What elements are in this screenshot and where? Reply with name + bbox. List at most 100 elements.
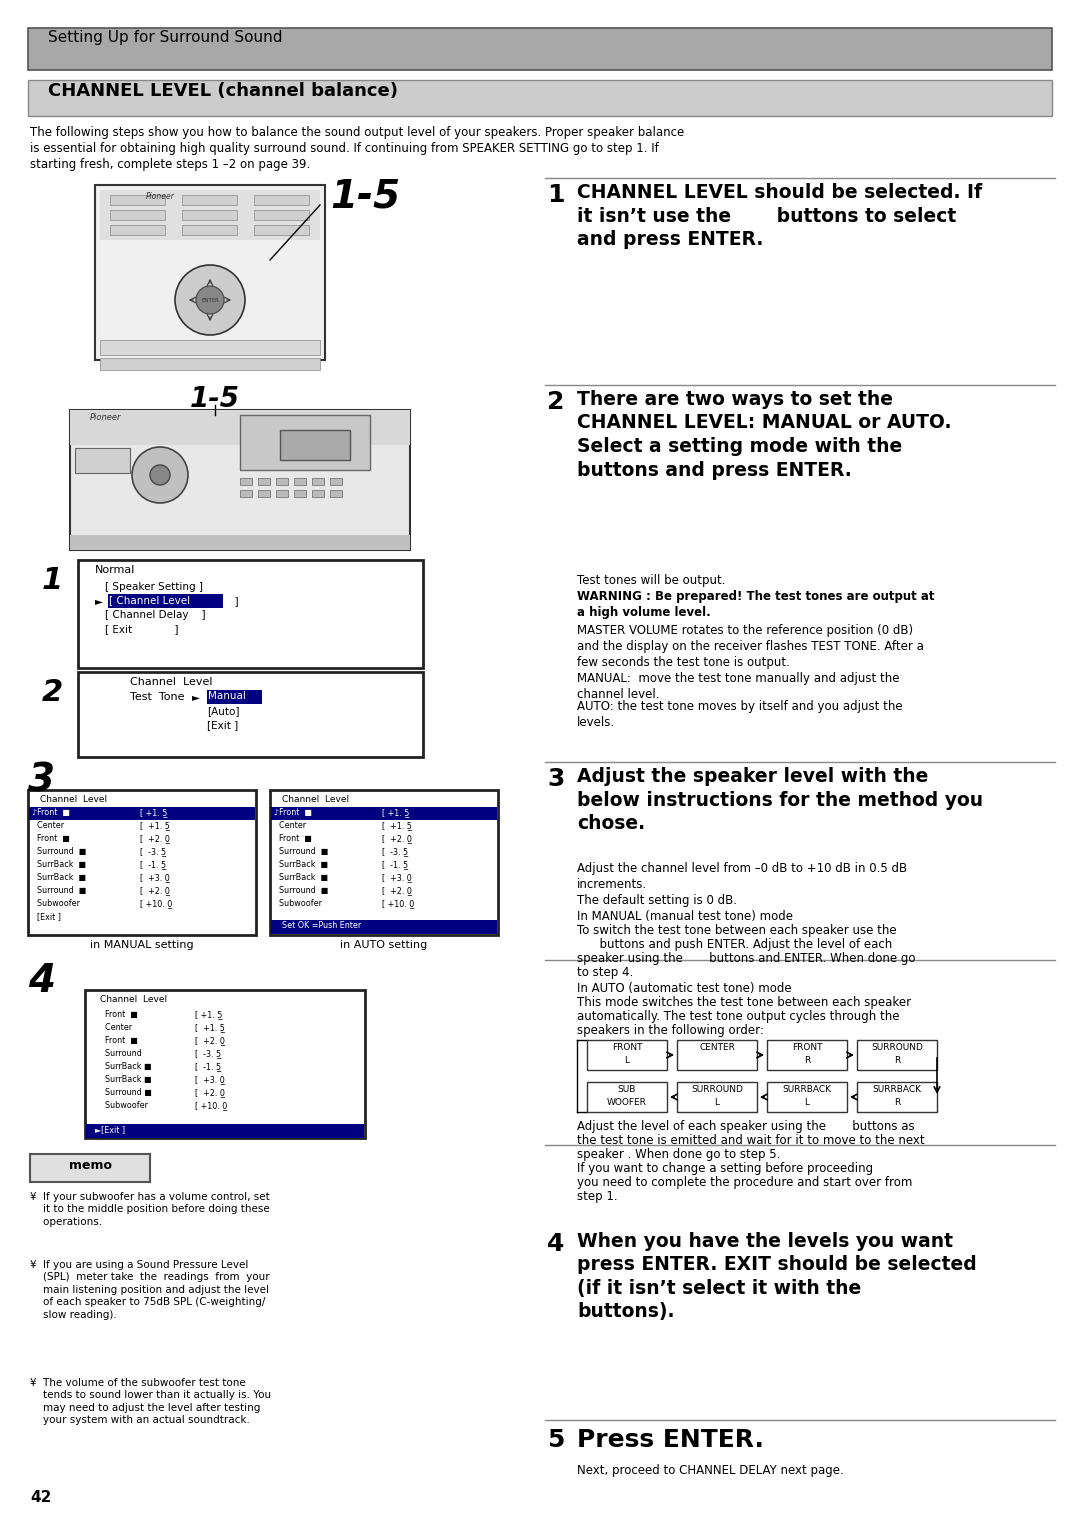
Bar xyxy=(240,415,370,470)
Text: [ Channel Delay    ]: [ Channel Delay ] xyxy=(105,610,205,620)
Text: speakers in the following order:: speakers in the following order: xyxy=(577,1024,764,1038)
Bar xyxy=(254,195,309,204)
Text: [Exit ]: [Exit ] xyxy=(207,720,239,729)
Text: you need to complete the procedure and start over from: you need to complete the procedure and s… xyxy=(577,1177,913,1189)
Bar xyxy=(75,449,130,473)
Text: In MANUAL (manual test tone) mode: In MANUAL (manual test tone) mode xyxy=(577,909,793,923)
Text: [Auto]: [Auto] xyxy=(207,707,240,716)
Bar xyxy=(312,490,324,497)
Text: Center: Center xyxy=(100,1022,132,1032)
Text: 1-5: 1-5 xyxy=(330,179,400,217)
Text: SurrBack ■: SurrBack ■ xyxy=(100,1074,151,1083)
Bar xyxy=(330,490,342,497)
Text: Test  Tone: Test Tone xyxy=(130,691,185,702)
Text: the test tone is emitted and wait for it to move to the next: the test tone is emitted and wait for it… xyxy=(577,1134,924,1148)
Text: Surround  ■: Surround ■ xyxy=(32,847,86,856)
Text: [ Speaker Setting ]: [ Speaker Setting ] xyxy=(105,581,203,592)
Text: Surround ■: Surround ■ xyxy=(100,1088,152,1097)
Text: [  +2. 0̲: [ +2. 0̲ xyxy=(140,887,170,896)
Text: ♪Front  ■: ♪Front ■ xyxy=(274,807,312,816)
Text: 2: 2 xyxy=(42,678,64,707)
Text: WARNING : Be prepared! The test tones are output at
a high volume level.: WARNING : Be prepared! The test tones ar… xyxy=(577,591,934,620)
Bar xyxy=(858,1041,937,1070)
Text: WOOFER: WOOFER xyxy=(607,1099,647,1106)
Circle shape xyxy=(195,285,224,314)
Bar xyxy=(276,490,288,497)
Text: 1-5: 1-5 xyxy=(190,385,240,414)
Text: Press ENTER.: Press ENTER. xyxy=(577,1428,764,1453)
Bar xyxy=(588,1041,667,1070)
Text: R: R xyxy=(804,1056,810,1065)
Text: SURRBACK: SURRBACK xyxy=(873,1085,921,1094)
Text: Test tones will be output.: Test tones will be output. xyxy=(577,574,726,588)
Text: Pioneer: Pioneer xyxy=(90,414,121,423)
Bar xyxy=(254,211,309,220)
Bar xyxy=(183,195,237,204)
Text: [ +1. 5̲: [ +1. 5̲ xyxy=(382,807,409,816)
Text: Channel  Level: Channel Level xyxy=(130,678,213,687)
Text: [ Exit             ]: [ Exit ] xyxy=(105,624,178,633)
Text: SUB: SUB xyxy=(618,1085,636,1094)
Text: buttons and push ENTER. Adjust the level of each: buttons and push ENTER. Adjust the level… xyxy=(577,938,892,951)
Text: Channel  Level: Channel Level xyxy=(100,995,167,1004)
Text: in MANUAL setting: in MANUAL setting xyxy=(91,940,193,951)
Text: starting fresh, complete steps 1 –2 on page 39.: starting fresh, complete steps 1 –2 on p… xyxy=(30,159,310,171)
Text: The following steps show you how to balance the sound output level of your speak: The following steps show you how to bala… xyxy=(30,127,685,139)
Bar xyxy=(70,410,410,446)
Text: Surround: Surround xyxy=(100,1048,141,1058)
Text: [ +1. 5̲: [ +1. 5̲ xyxy=(195,1010,222,1019)
Text: [ +10. 0̲: [ +10. 0̲ xyxy=(195,1100,227,1109)
Bar xyxy=(588,1082,667,1112)
Text: [  +3. 0̲: [ +3. 0̲ xyxy=(382,873,411,882)
Text: Surround  ■: Surround ■ xyxy=(274,887,328,896)
Text: R: R xyxy=(894,1056,900,1065)
Text: [  +1. 5̲: [ +1. 5̲ xyxy=(382,821,411,830)
Text: [  -1. 5̲: [ -1. 5̲ xyxy=(140,861,166,868)
Text: There are two ways to set the
CHANNEL LEVEL: MANUAL or AUTO.
Select a setting mo: There are two ways to set the CHANNEL LE… xyxy=(577,391,951,479)
Bar xyxy=(294,478,306,485)
Text: Normal: Normal xyxy=(95,565,135,575)
Text: SurrBack  ■: SurrBack ■ xyxy=(274,873,328,882)
Bar xyxy=(183,211,237,220)
Bar xyxy=(110,195,165,204)
Text: SURRBACK: SURRBACK xyxy=(783,1085,832,1094)
Bar xyxy=(258,490,270,497)
Text: Surround  ■: Surround ■ xyxy=(274,847,328,856)
Text: L: L xyxy=(805,1099,810,1106)
Text: [ +10. 0̲: [ +10. 0̲ xyxy=(382,899,415,908)
Text: FRONT: FRONT xyxy=(792,1042,822,1051)
Text: ¥  If you are using a Sound Pressure Level
    (SPL)  meter take  the  readings : ¥ If you are using a Sound Pressure Leve… xyxy=(30,1260,270,1320)
Bar xyxy=(100,359,320,369)
Text: Subwoofer: Subwoofer xyxy=(32,899,80,908)
Text: Manual: Manual xyxy=(208,691,246,700)
Text: Subwoofer: Subwoofer xyxy=(100,1100,148,1109)
Text: CHANNEL LEVEL (channel balance): CHANNEL LEVEL (channel balance) xyxy=(48,82,399,101)
Text: [  +2. 0̲: [ +2. 0̲ xyxy=(382,835,411,842)
Bar xyxy=(767,1041,847,1070)
Bar xyxy=(767,1082,847,1112)
Bar xyxy=(271,807,497,819)
Text: Front  ■: Front ■ xyxy=(100,1036,138,1045)
Text: ¥  The volume of the subwoofer test tone
    tends to sound lower than it actual: ¥ The volume of the subwoofer test tone … xyxy=(30,1378,271,1425)
Bar xyxy=(677,1041,757,1070)
Bar xyxy=(294,490,306,497)
Text: 5: 5 xyxy=(546,1428,565,1453)
Text: This mode switches the test tone between each speaker: This mode switches the test tone between… xyxy=(577,996,912,1009)
Text: SurrBack  ■: SurrBack ■ xyxy=(32,861,86,868)
Bar xyxy=(110,224,165,235)
Bar xyxy=(30,1154,150,1183)
Text: Set OK =Push Enter: Set OK =Push Enter xyxy=(282,922,361,929)
Text: Pioneer: Pioneer xyxy=(146,192,175,201)
Text: Setting Up for Surround Sound: Setting Up for Surround Sound xyxy=(48,31,283,44)
Text: 1: 1 xyxy=(546,183,565,208)
Text: [  -1. 5̲: [ -1. 5̲ xyxy=(195,1062,221,1071)
Text: L: L xyxy=(715,1099,719,1106)
Bar xyxy=(271,920,497,934)
Text: [  -1. 5̲: [ -1. 5̲ xyxy=(382,861,408,868)
Text: MANUAL:  move the test tone manually and adjust the
channel level.: MANUAL: move the test tone manually and … xyxy=(577,671,900,700)
Bar xyxy=(28,790,256,935)
Text: Adjust the level of each speaker using the       buttons as: Adjust the level of each speaker using t… xyxy=(577,1120,915,1132)
Text: [  +2. 0̲: [ +2. 0̲ xyxy=(382,887,411,896)
Text: 42: 42 xyxy=(30,1489,52,1505)
Text: 3: 3 xyxy=(28,761,55,800)
